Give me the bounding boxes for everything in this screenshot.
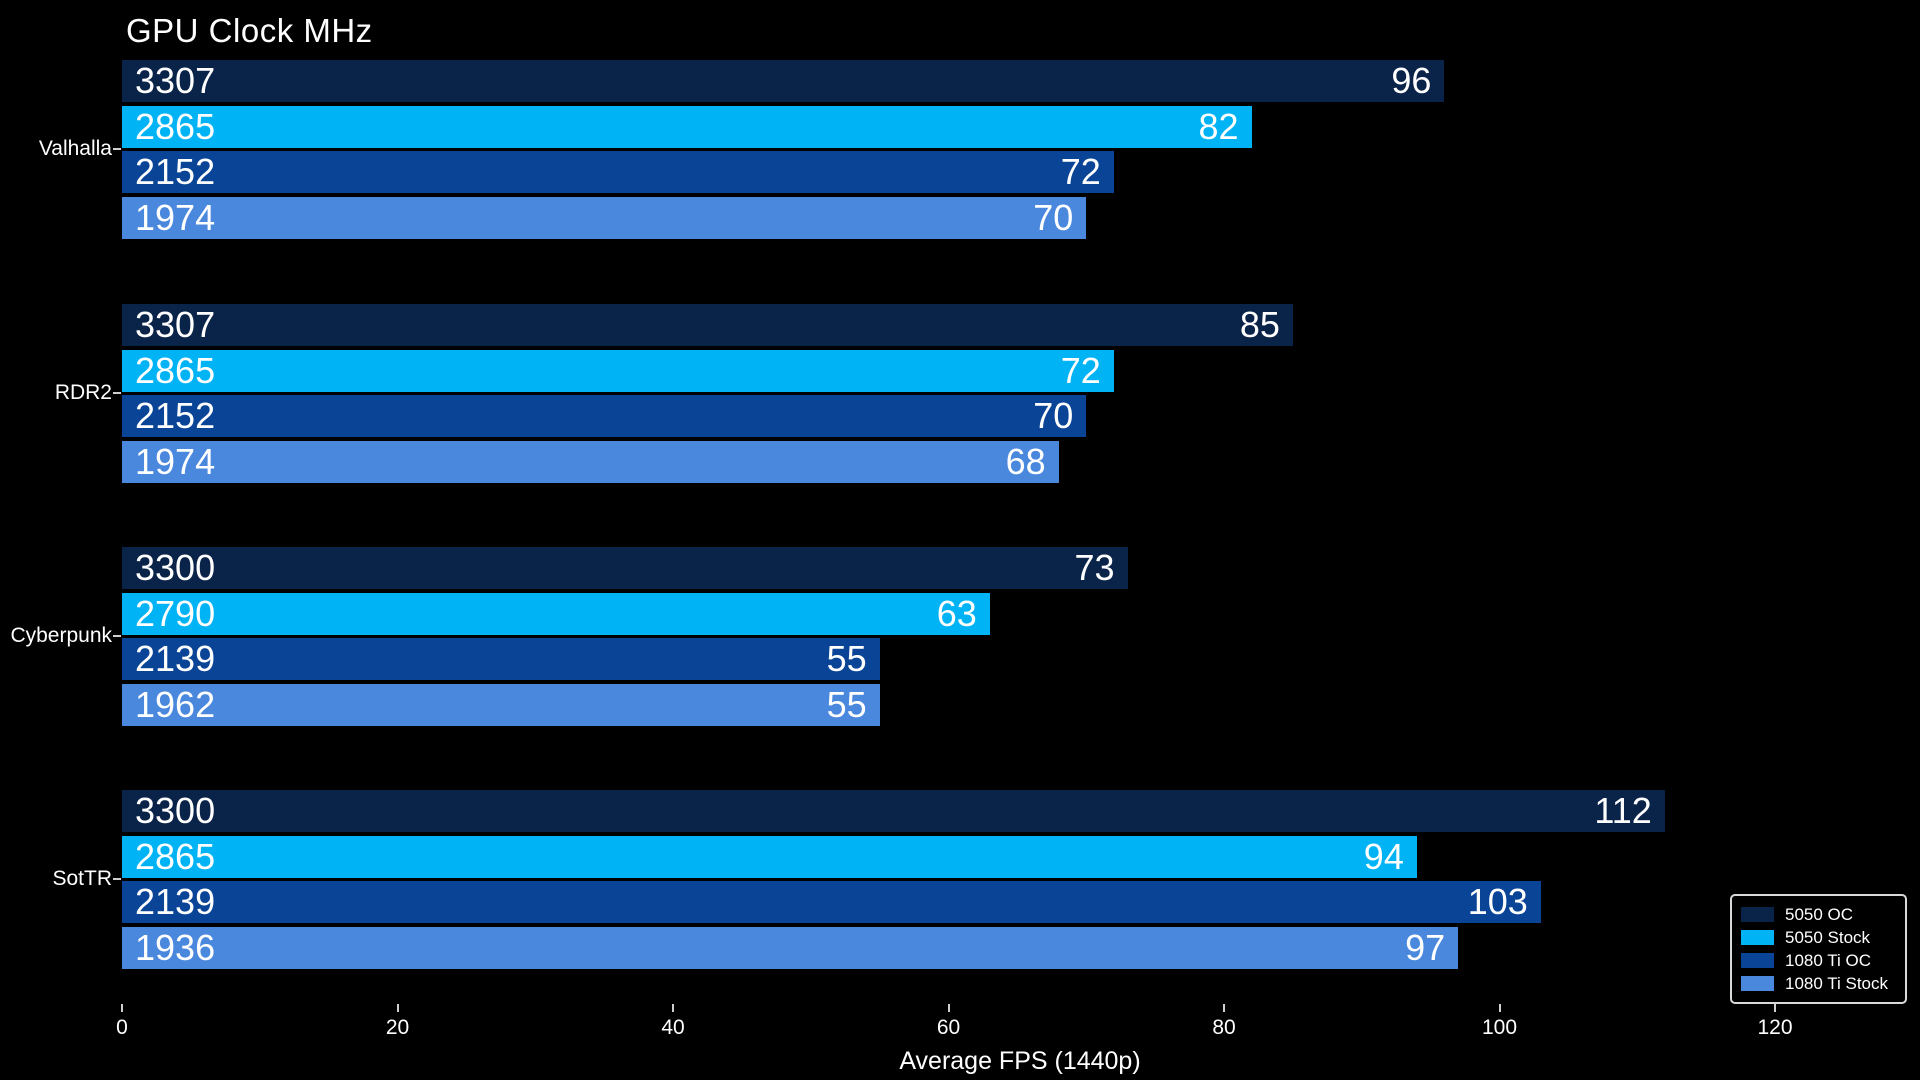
bar-clock-label: 3307 xyxy=(135,60,216,101)
x-tick xyxy=(396,1004,399,1012)
legend-swatch xyxy=(1741,930,1774,945)
x-tick-label: 40 xyxy=(661,1016,685,1039)
bar-value-label: 96 xyxy=(1391,60,1432,101)
bar-value-label: 97 xyxy=(1405,926,1446,968)
legend-swatch xyxy=(1741,976,1774,991)
bar-clock-label: 3307 xyxy=(135,304,216,345)
x-tick xyxy=(1774,1004,1776,1012)
x-tick-label: 60 xyxy=(936,1016,961,1039)
legend-swatch xyxy=(1741,953,1774,968)
legend-item: 5050 OC xyxy=(1741,903,1896,926)
bar-value-label: 68 xyxy=(1005,440,1046,482)
bar: 2865 82 xyxy=(122,105,1252,148)
bar: 2139 103 xyxy=(122,881,1541,924)
x-tick-label: 100 xyxy=(1481,1016,1518,1039)
bar-value-label: 70 xyxy=(1033,196,1074,238)
y-tick xyxy=(113,635,121,638)
x-tick-label: 80 xyxy=(1212,1016,1236,1039)
category-label: Cyberpunk xyxy=(10,624,112,648)
legend: 5050 OC 5050 Stock 1080 Ti OC 1080 Ti Stock xyxy=(1730,894,1907,1004)
x-tick-label: 0 xyxy=(116,1016,128,1039)
bar-value-label: 63 xyxy=(936,592,977,634)
bar: 2865 94 xyxy=(122,835,1417,878)
bar-clock-label: 2139 xyxy=(135,881,216,923)
bar-clock-label: 1974 xyxy=(135,440,216,482)
bar-value-label: 72 xyxy=(1060,349,1101,391)
bar-clock-label: 2865 xyxy=(135,105,216,147)
legend-swatch xyxy=(1741,907,1774,922)
bar: 2152 70 xyxy=(122,395,1087,438)
bar: 2790 63 xyxy=(122,592,990,635)
bar-clock-label: 2139 xyxy=(135,638,216,680)
bar: 3300 73 xyxy=(122,547,1128,589)
bar-clock-label: 2152 xyxy=(135,151,216,193)
y-tick xyxy=(113,878,121,881)
bar-clock-label: 2790 xyxy=(135,592,216,634)
legend-label: 5050 Stock xyxy=(1785,928,1871,947)
bar-value-label: 70 xyxy=(1033,395,1074,437)
x-tick xyxy=(1223,1004,1225,1012)
bar: 2139 55 xyxy=(122,638,880,681)
bar: 3307 96 xyxy=(122,60,1445,102)
bar-value-label: 112 xyxy=(1594,790,1652,831)
bar-value-label: 55 xyxy=(826,683,867,725)
bar: 1974 70 xyxy=(122,196,1087,239)
x-tick-label: 20 xyxy=(385,1016,410,1039)
bar-clock-label: 3300 xyxy=(135,790,216,831)
x-tick xyxy=(1498,1004,1501,1012)
bar: 1962 55 xyxy=(122,683,880,726)
bar-value-label: 72 xyxy=(1060,151,1101,193)
bar-clock-label: 2865 xyxy=(135,349,216,391)
legend-label: 1080 Ti Stock xyxy=(1785,974,1889,993)
bar-value-label: 85 xyxy=(1239,304,1280,345)
x-tick-label: 120 xyxy=(1757,1016,1793,1039)
x-axis-label: Average FPS (1440p) xyxy=(899,1047,1141,1075)
bar-clock-label: 2152 xyxy=(135,395,216,437)
bar-value-label: 55 xyxy=(826,638,867,680)
y-tick xyxy=(113,148,121,151)
bar-clock-label: 1936 xyxy=(135,926,216,968)
bar-clock-label: 1974 xyxy=(135,196,216,238)
bar: 2865 72 xyxy=(122,349,1114,392)
bar: 1936 97 xyxy=(122,926,1459,969)
bar: 1974 68 xyxy=(122,440,1059,483)
legend-item: 5050 Stock xyxy=(1741,926,1896,949)
bar-clock-label: 2865 xyxy=(135,835,216,877)
x-tick xyxy=(121,1004,123,1012)
bar-clock-label: 3300 xyxy=(135,547,216,588)
bar-value-label: 103 xyxy=(1467,881,1528,923)
x-tick xyxy=(947,1004,950,1012)
legend-item: 1080 Ti OC xyxy=(1741,949,1896,972)
x-tick xyxy=(672,1004,674,1012)
category-label: Valhalla xyxy=(38,137,112,161)
legend-label: 5050 OC xyxy=(1785,905,1854,924)
bar-value-label: 82 xyxy=(1198,105,1239,147)
bar: 3307 85 xyxy=(122,304,1293,346)
category-label: RDR2 xyxy=(54,381,112,405)
y-tick xyxy=(113,392,121,395)
bar-value-label: 94 xyxy=(1363,835,1404,877)
legend-label: 1080 Ti OC xyxy=(1785,951,1871,970)
chart-title: GPU Clock MHz xyxy=(126,12,373,49)
bar-value-label: 73 xyxy=(1074,547,1115,588)
category-label: SotTR xyxy=(52,867,112,891)
bar: 3300 112 xyxy=(122,790,1665,832)
bar-clock-label: 1962 xyxy=(135,683,216,725)
bar: 2152 72 xyxy=(122,151,1114,194)
legend-item: 1080 Ti Stock xyxy=(1741,972,1896,995)
